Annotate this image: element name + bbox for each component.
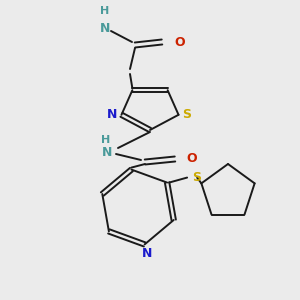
- Text: O: O: [186, 152, 196, 166]
- Text: H: H: [100, 6, 109, 16]
- Text: N: N: [141, 248, 152, 260]
- Text: N: N: [100, 22, 110, 34]
- Text: H: H: [101, 135, 110, 145]
- Text: O: O: [174, 35, 184, 49]
- Text: S: S: [192, 171, 201, 184]
- Text: N: N: [107, 108, 118, 121]
- Text: S: S: [182, 108, 191, 121]
- Text: N: N: [102, 146, 112, 158]
